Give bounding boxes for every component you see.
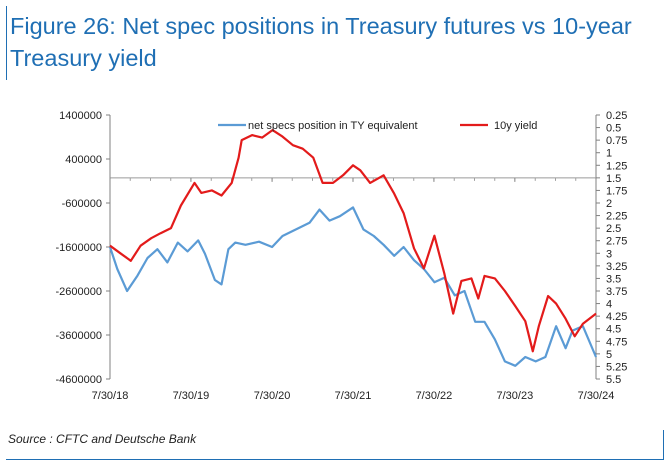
right-tick-label: 1 [606,148,612,160]
right-tick-label: 3 [606,248,612,260]
right-tick-label: 2 [606,198,612,210]
left-y-ticks: 1400000 400000 -600000 -1600000 -2600000 -360… [56,110,110,386]
right-tick-label: 1.75 [606,185,627,197]
right-tick-label: 5.5 [606,374,621,386]
x-tick-label: 7/30/21 [335,390,372,402]
right-tick-label: 0.5 [606,123,621,135]
chart-legend: net specs position in TY equivalent 10y y… [218,120,537,132]
source-frame [6,430,664,460]
right-tick-label: 0.75 [606,135,627,147]
right-tick-label: 1.25 [606,160,627,172]
right-tick-label: 4.75 [606,336,627,348]
left-tick-label: 1400000 [59,110,102,122]
series-line-10y-yield [109,128,597,353]
legend-label-10y-yield: 10y yield [494,120,537,132]
right-tick-label: 2.75 [606,236,627,248]
right-y-ticks: 0.250.50.7511.251.51.7522.252.52.7533.25… [596,110,627,386]
right-tick-label: 2.25 [606,211,627,223]
left-tick-label: -2600000 [56,286,103,298]
right-tick-label: 2.5 [606,223,621,235]
x-tick-label: 7/30/18 [92,390,129,402]
x-axis-ticks: 7/30/18 7/30/19 7/30/20 7/30/21 7/30/22 7/30/… [92,177,615,402]
legend-label-net-specs: net specs position in TY equivalent [248,120,418,132]
left-tick-label: -4600000 [56,374,103,386]
right-tick-label: 5 [606,349,612,361]
right-tick-label: 5.25 [606,361,627,373]
chart-series [108,128,598,367]
series-line-net-specs [108,206,598,367]
left-tick-label: -1600000 [56,242,103,254]
x-tick-label: 7/30/22 [416,390,453,402]
right-tick-label: 4.5 [606,324,621,336]
right-tick-label: 3.25 [606,261,627,273]
right-tick-label: 3.75 [606,286,627,298]
right-tick-label: 0.25 [606,110,627,122]
x-tick-label: 7/30/19 [173,390,210,402]
chart-svg: 1400000 400000 -600000 -1600000 -2600000 -360… [56,110,628,402]
right-tick-label: 3.5 [606,273,621,285]
right-tick-label: 4 [606,299,612,311]
left-tick-label: -3600000 [56,330,103,342]
right-tick-label: 4.25 [606,311,627,323]
x-tick-label: 7/30/20 [254,390,291,402]
source-note: Source : CFTC and Deutsche Bank [8,432,197,446]
chart-area: 1400000 400000 -600000 -1600000 -2600000 -360… [0,92,672,422]
left-tick-label: 400000 [65,154,102,166]
x-tick-label: 7/30/24 [578,390,615,402]
left-tick-label: -600000 [62,198,102,210]
title-box [6,6,662,80]
right-tick-label: 1.5 [606,173,621,185]
x-tick-label: 7/30/23 [497,390,534,402]
page-title: Figure 26: Net spec positions in Treasur… [10,13,632,71]
